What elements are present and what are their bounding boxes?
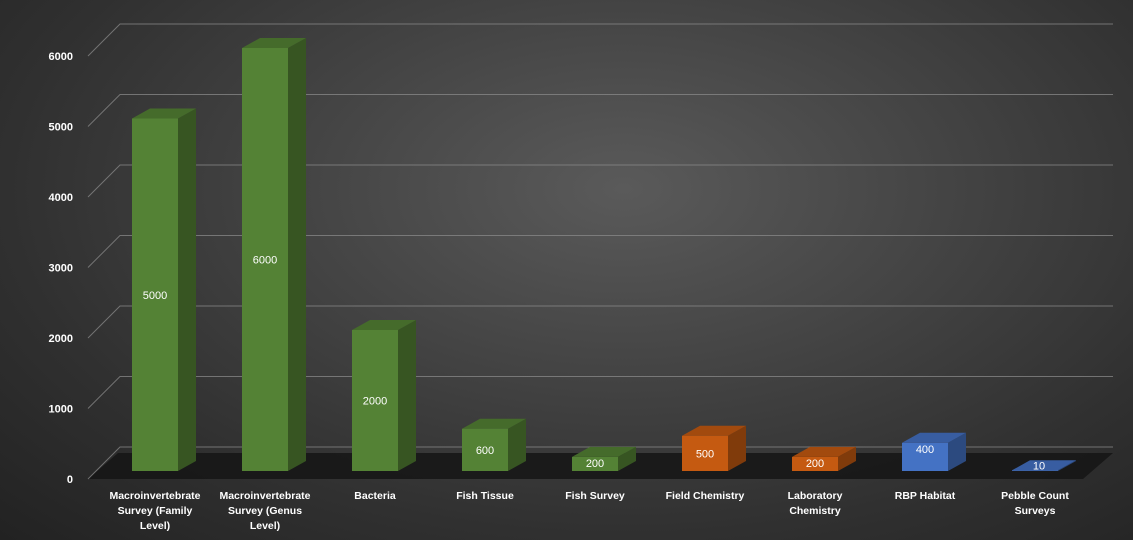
x-category-label: Pebble Count — [1001, 490, 1069, 502]
bar-top — [242, 38, 306, 48]
bar — [792, 456, 838, 471]
y-tick-label: 0 — [67, 474, 73, 486]
bar-side — [1058, 460, 1076, 471]
bar-top — [462, 418, 526, 429]
data-label: 10 — [1033, 460, 1045, 472]
y-tick-label: 4000 — [49, 192, 73, 204]
data-label: 6000 — [253, 255, 277, 267]
bar — [462, 428, 508, 471]
gridline-5000 — [87, 94, 1113, 127]
data-label: 400 — [916, 444, 934, 456]
x-category-label: Macroinvertebrate — [219, 490, 310, 502]
bar — [1012, 470, 1058, 471]
bar-side — [178, 108, 196, 471]
bar-side — [948, 432, 966, 471]
bar — [132, 118, 178, 471]
bar-top — [682, 425, 746, 436]
bar-top — [132, 108, 196, 119]
bar-side — [398, 320, 416, 471]
x-category-label: Macroinvertebrate — [109, 490, 200, 502]
bar-top — [792, 446, 856, 457]
bar — [682, 435, 728, 471]
y-tick-label: 6000 — [49, 51, 73, 63]
x-category-label: Bacteria — [354, 490, 396, 502]
bar-side — [838, 446, 856, 471]
y-tick-label: 3000 — [49, 263, 73, 275]
bar-top — [1012, 460, 1076, 471]
bar-side — [288, 38, 306, 471]
bar-side — [728, 425, 746, 471]
gridline-0 — [87, 446, 1113, 480]
bar — [352, 330, 398, 471]
x-category-label: Field Chemistry — [666, 490, 745, 502]
bar — [902, 442, 948, 471]
gridline-2000 — [87, 305, 1113, 339]
x-category-label: Laboratory — [788, 490, 843, 502]
data-label: 500 — [696, 448, 714, 460]
bar — [242, 48, 288, 471]
bar-top — [572, 446, 636, 457]
data-label: 2000 — [363, 396, 387, 408]
gridline-3000 — [87, 235, 1113, 268]
x-category-label: Fish Survey — [565, 490, 625, 502]
x-category-label: Level) — [250, 520, 280, 532]
x-category-label: Survey (Family — [118, 505, 193, 517]
x-category-label: Survey (Genus — [228, 505, 302, 517]
gridline-1000 — [87, 376, 1113, 409]
bar-side — [508, 418, 526, 471]
data-label: 200 — [806, 458, 824, 470]
bar-side — [618, 446, 636, 471]
data-label: 5000 — [143, 290, 167, 302]
y-tick-label: 1000 — [49, 404, 73, 416]
gridline-4000 — [87, 164, 1113, 198]
y-tick-label: 5000 — [49, 122, 73, 134]
gridline-6000 — [87, 23, 1113, 57]
x-category-label: RBP Habitat — [895, 490, 956, 502]
bar-top — [352, 320, 416, 330]
y-tick-label: 2000 — [49, 333, 73, 345]
data-label: 600 — [476, 445, 494, 457]
x-category-label: Fish Tissue — [456, 490, 514, 502]
x-category-label: Chemistry — [789, 505, 841, 517]
bar-top — [902, 432, 966, 443]
bar — [572, 456, 618, 471]
data-label: 200 — [586, 458, 604, 470]
x-category-label: Level) — [140, 520, 170, 532]
x-category-label: Surveys — [1015, 505, 1056, 517]
